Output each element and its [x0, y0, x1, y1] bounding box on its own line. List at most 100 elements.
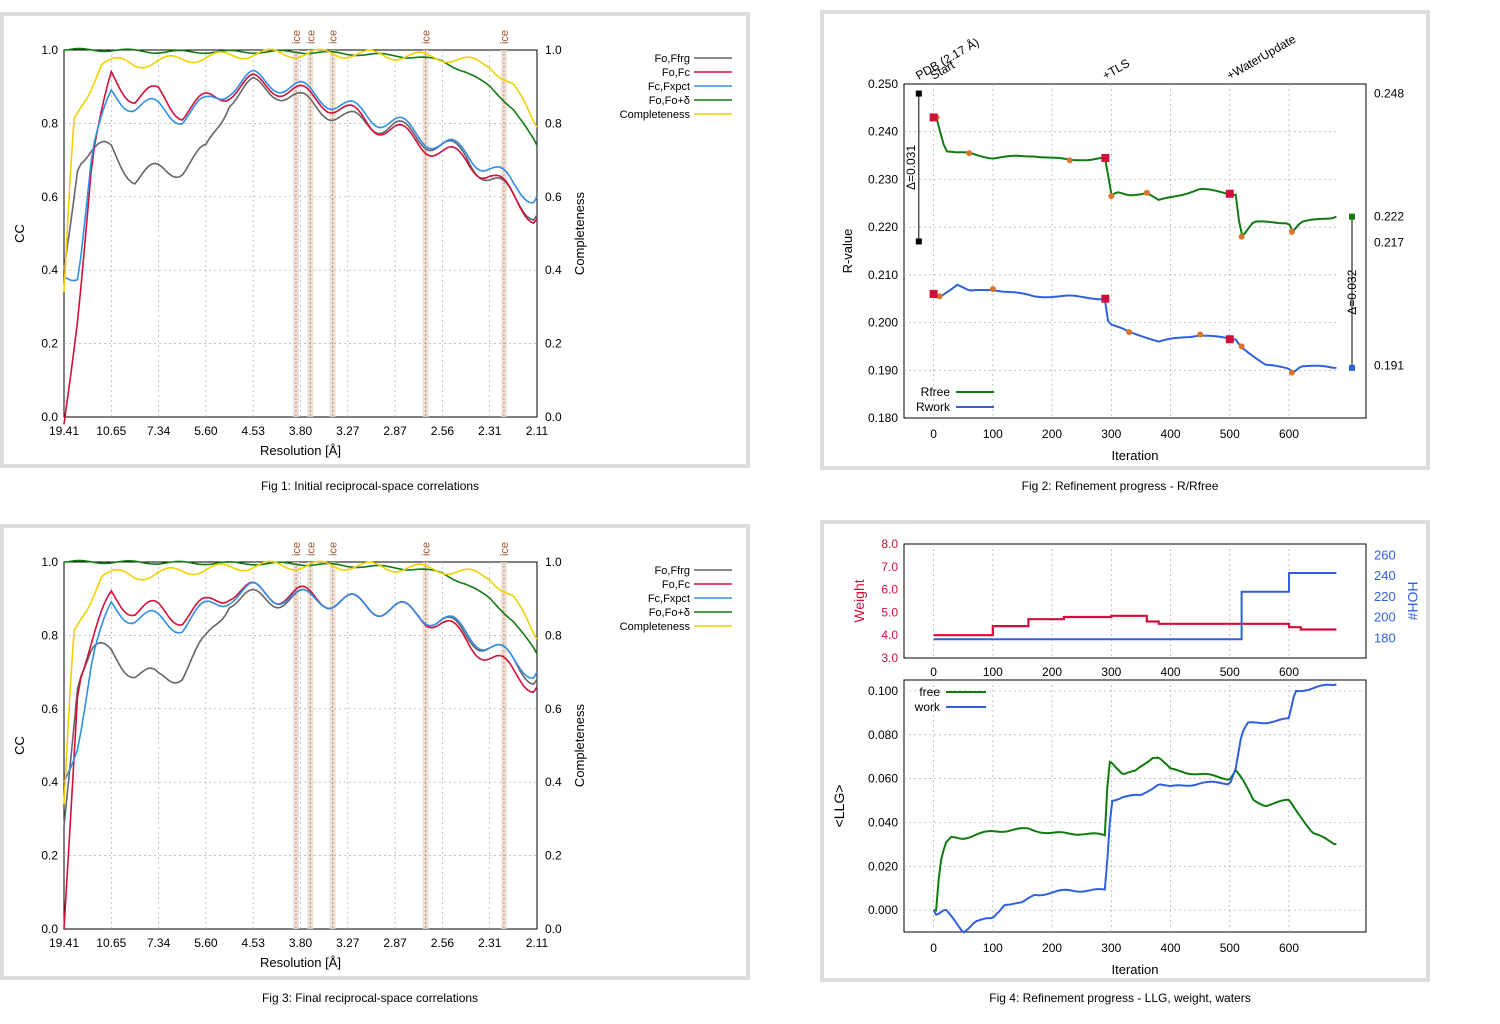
x-tick-label: 200 [1042, 941, 1062, 955]
data-marker [1108, 193, 1115, 200]
hoh-tick-label: 260 [1374, 547, 1396, 562]
legend-label: Fo,Fc [662, 67, 691, 79]
y-tick-label: 0.2 [41, 337, 58, 351]
delta-end [1349, 364, 1355, 371]
series-line [63, 581, 538, 783]
hoh-tick-label: 240 [1374, 568, 1396, 583]
y-tick-label: 0.040 [868, 815, 898, 829]
y2-axis-label: Completeness [572, 703, 587, 787]
y-tick-label: 0.240 [868, 125, 898, 139]
x-tick-label: 2.31 [478, 424, 502, 438]
chart-fig2: 0.180 0.190 0.200 0.210 0.220 0.230 0.240 0.250… [840, 32, 1404, 463]
ice-ring-label: ice [328, 542, 340, 556]
y-tick-label: 0.6 [41, 190, 58, 204]
caption-fig3: Fig 3: Final reciprocal-space correlatio… [261, 991, 479, 1005]
stage-marker [1101, 294, 1110, 303]
x-tick-label: 4.53 [242, 936, 266, 950]
weight-tick-label: 8.0 [881, 537, 898, 551]
series-line [63, 559, 538, 655]
x-tick-label: 2.87 [383, 936, 407, 950]
ice-ring-label: ice [291, 542, 303, 556]
y-tick-label: 0.060 [868, 772, 898, 786]
x-tick-label: 500 [1220, 665, 1240, 679]
series-line [63, 48, 538, 293]
ice-ring-label: ice [328, 30, 340, 44]
chart-panel-fig4: 3.0 4.0 5.0 6.0 7.0 8.0 180 200 220 240 260 0 100 200… [820, 520, 1430, 982]
y-axis-label: <LLG> [831, 785, 847, 828]
data-marker [1066, 157, 1073, 164]
x-tick-label: 2.11 [526, 424, 549, 438]
top-annotation: +TLS [1100, 56, 1132, 83]
stage-marker [929, 289, 938, 298]
y-tick-label: 0.2 [41, 849, 58, 863]
y2-tick-label: 0.4 [545, 775, 562, 789]
x-tick-label: 10.65 [96, 936, 126, 950]
caption-fig1: Fig 1: Initial reciprocal-space correlat… [260, 479, 480, 493]
series-line [933, 116, 1337, 239]
x-tick-label: 0 [930, 665, 937, 679]
x-axis-label: Iteration [1112, 448, 1159, 463]
ice-ring-band [292, 562, 299, 929]
y-tick-label: 0.220 [868, 220, 898, 234]
plot-frame [903, 83, 1367, 419]
series-line [63, 69, 538, 425]
stage-marker [1225, 335, 1234, 344]
y-tick-label: 0.180 [868, 411, 898, 425]
x-tick-label: 600 [1279, 941, 1299, 955]
x-tick-label: 400 [1161, 427, 1181, 441]
weight-line [933, 614, 1337, 637]
y-tick-label: 0.8 [41, 628, 58, 642]
x-tick-label: 2.31 [478, 936, 502, 950]
x-axis-label: Resolution [Å] [260, 443, 341, 458]
y-axis-label: R-value [840, 229, 855, 274]
top-annotation: +WaterUpdate [1224, 32, 1298, 83]
ice-ring-band [422, 50, 429, 417]
y-tick-label: 0.4 [41, 775, 58, 789]
y-tick-label: 0.020 [868, 859, 898, 873]
hoh-tick-label: 180 [1374, 630, 1396, 645]
right-value-label: 0.222 [1374, 210, 1404, 224]
ice-ring-label: ice [421, 30, 433, 44]
data-marker [989, 286, 996, 293]
weight-tick-label: 4.0 [881, 628, 898, 642]
right-value-label: 0.217 [1374, 235, 1404, 249]
delta-end [915, 238, 922, 245]
caption-fig2: Fig 2: Refinement progress - R/Rfree [1021, 479, 1219, 493]
ice-ring-label: ice [305, 542, 317, 556]
plot-frame [903, 679, 1367, 933]
delta-label: Δ=0.032 [1345, 269, 1359, 314]
x-tick-label: 200 [1042, 427, 1062, 441]
y2-tick-label: 0.0 [545, 410, 562, 424]
x-axis-label: Resolution [Å] [260, 955, 341, 970]
x-tick-label: 2.11 [526, 936, 549, 950]
x-tick-label: 300 [1101, 427, 1121, 441]
series-line [933, 756, 1337, 912]
weight-tick-label: 7.0 [881, 560, 898, 574]
ice-ring-band [307, 50, 314, 417]
x-tick-label: 0 [930, 427, 937, 441]
ice-ring-band [307, 562, 314, 929]
y-tick-label: 0.000 [868, 903, 898, 917]
y-axis-label: CC [12, 736, 27, 755]
ice-ring-band [292, 50, 299, 417]
right-value-label: 0.248 [1374, 87, 1404, 101]
stage-marker [929, 113, 938, 122]
x-tick-label: 5.60 [194, 936, 218, 950]
ice-ring-label: ice [291, 30, 303, 44]
x-tick-label: 500 [1220, 941, 1240, 955]
y-tick-label: 0.8 [41, 116, 58, 130]
x-tick-label: 100 [983, 427, 1003, 441]
data-marker [1197, 331, 1204, 338]
series-line [63, 69, 538, 282]
y2-tick-label: 0.4 [545, 263, 562, 277]
legend-label: Rwork [916, 400, 951, 414]
series-line [63, 581, 538, 930]
y2-tick-label: 0.2 [545, 337, 562, 351]
legend-label: Fo,Fo+δ [649, 95, 690, 107]
x-tick-label: 19.41 [49, 424, 79, 438]
hoh-axis-label: HOH# [1405, 582, 1421, 621]
x-tick-label: 3.27 [336, 424, 360, 438]
chart-panel-fig1: ice ice ice ice ice 0.0 0.0 0.2 0.2 0.4 0.4 0.6 0.6 0… [0, 12, 750, 468]
y2-tick-label: 1.0 [545, 43, 562, 57]
